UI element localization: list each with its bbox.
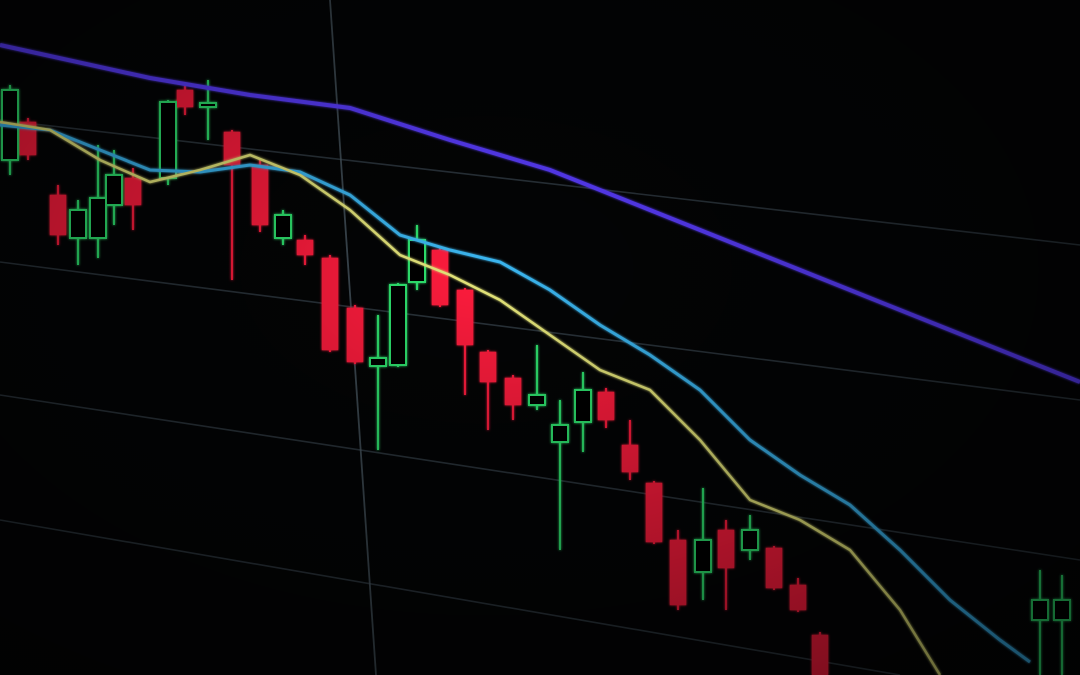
vignette [0, 0, 1080, 675]
page: (() => { JSON.parse(document.getElementB… [0, 0, 1080, 675]
screen-photo [0, 0, 1080, 675]
